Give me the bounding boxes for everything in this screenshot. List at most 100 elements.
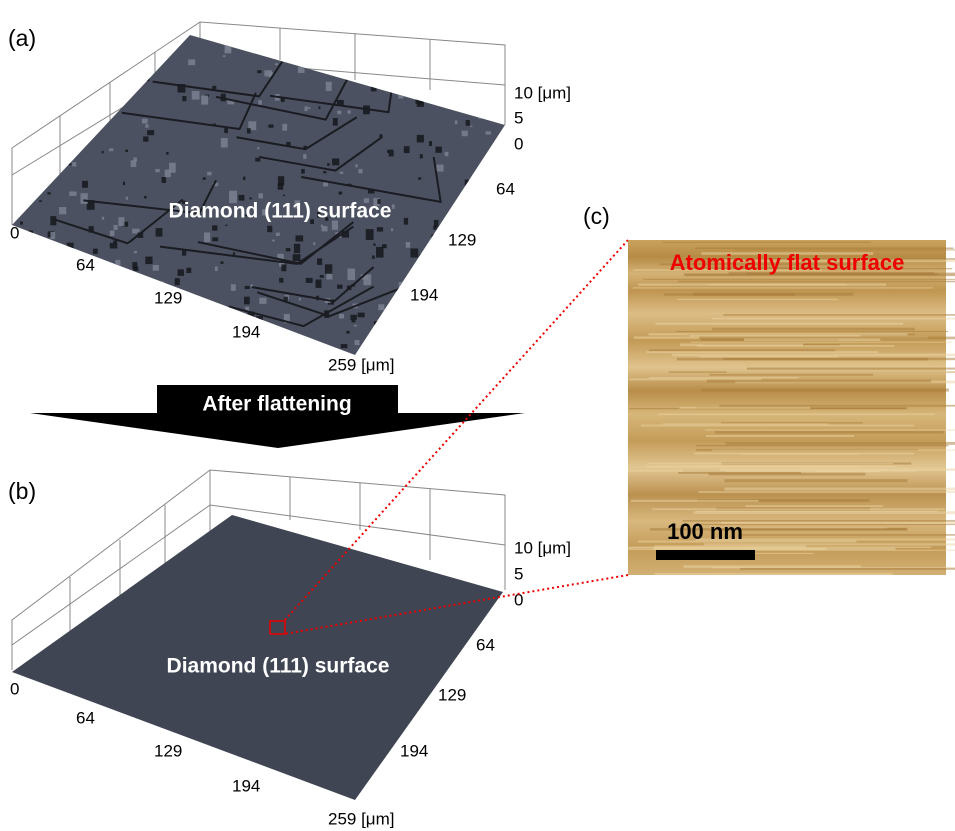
texture-mark xyxy=(373,243,375,245)
texture-mark xyxy=(507,55,512,60)
texture-mark xyxy=(192,91,200,100)
texture-mark xyxy=(431,256,439,266)
texture-mark xyxy=(258,100,262,105)
texture-mark xyxy=(281,264,286,271)
panel-b: (b) Diamond (111) surface 10 [μm] 5 0 0 … xyxy=(8,470,571,828)
texture-mark xyxy=(50,130,54,134)
texture-mark xyxy=(315,280,321,288)
texture-mark xyxy=(378,304,384,310)
texture-mark xyxy=(739,534,955,536)
texture-mark xyxy=(504,231,511,239)
texture-mark xyxy=(445,335,452,342)
texture-mark xyxy=(488,211,494,218)
texture-mark xyxy=(134,158,137,162)
texture-mark xyxy=(320,52,325,57)
y-tick-label: 194 xyxy=(400,741,428,760)
texture-mark xyxy=(203,177,206,180)
texture-mark xyxy=(712,318,955,320)
texture-mark xyxy=(268,124,273,127)
texture-mark xyxy=(50,143,54,149)
texture-mark xyxy=(487,49,495,54)
texture-mark xyxy=(663,242,871,243)
x-tick-label: 194 xyxy=(232,322,260,341)
texture-mark xyxy=(27,66,34,71)
texture-mark xyxy=(346,331,349,334)
texture-mark xyxy=(744,338,880,341)
texture-mark xyxy=(696,445,949,446)
texture-mark xyxy=(212,237,218,241)
texture-mark xyxy=(96,310,100,315)
texture-mark xyxy=(113,240,117,243)
texture-mark xyxy=(712,328,915,331)
texture-mark xyxy=(53,131,60,140)
texture-mark xyxy=(698,491,955,493)
texture-mark xyxy=(719,405,955,407)
texture-mark xyxy=(204,232,210,242)
texture-mark xyxy=(646,351,878,353)
z-tick-label: 10 [μm] xyxy=(514,83,571,102)
texture-mark xyxy=(36,35,42,41)
texture-mark xyxy=(386,75,393,86)
y-tick-label: 129 xyxy=(448,230,476,249)
texture-mark xyxy=(488,290,494,295)
texture-mark xyxy=(266,326,273,335)
texture-mark xyxy=(405,33,411,37)
texture-mark xyxy=(721,422,863,423)
x-tick-label: 64 xyxy=(76,708,95,727)
texture-mark xyxy=(67,243,74,253)
texture-mark xyxy=(417,135,424,143)
texture-mark xyxy=(182,96,186,101)
texture-mark xyxy=(712,450,955,451)
texture-mark xyxy=(646,466,861,468)
texture-mark xyxy=(28,306,35,316)
texture-mark xyxy=(483,173,490,182)
texture-mark xyxy=(255,158,260,162)
texture-mark xyxy=(337,285,342,289)
texture-mark xyxy=(313,57,319,66)
texture-mark xyxy=(721,522,955,524)
texture-mark xyxy=(31,301,35,305)
texture-mark xyxy=(103,272,107,275)
texture-mark xyxy=(455,324,462,331)
texture-mark xyxy=(740,454,861,455)
texture-mark xyxy=(452,39,458,46)
texture-mark xyxy=(16,161,20,165)
texture-mark xyxy=(431,234,438,239)
texture-mark xyxy=(702,389,949,392)
texture-mark xyxy=(49,353,52,357)
texture-mark xyxy=(212,86,216,89)
texture-mark xyxy=(707,380,931,383)
texture-mark xyxy=(321,225,323,228)
texture-mark xyxy=(678,281,955,283)
texture-mark xyxy=(54,58,58,63)
texture-mark xyxy=(413,325,418,330)
texture-mark xyxy=(87,48,90,51)
texture-mark xyxy=(36,176,43,184)
texture-mark xyxy=(225,44,232,54)
x-tick-label: 259 [μm] xyxy=(328,355,395,374)
texture-mark xyxy=(643,279,955,280)
texture-mark xyxy=(103,350,109,359)
texture-mark xyxy=(283,195,285,196)
texture-mark xyxy=(495,40,503,52)
texture-mark xyxy=(676,331,948,332)
texture-mark xyxy=(500,309,506,317)
texture-mark xyxy=(155,54,159,58)
texture-mark xyxy=(198,334,202,340)
texture-mark xyxy=(453,300,461,312)
texture-mark xyxy=(257,147,259,149)
texture-mark xyxy=(419,254,422,257)
texture-mark xyxy=(350,315,357,320)
texture-mark xyxy=(678,472,801,474)
texture-mark xyxy=(325,264,332,273)
texture-mark xyxy=(436,165,443,172)
texture-mark xyxy=(69,163,72,165)
texture-mark xyxy=(391,228,393,231)
texture-mark xyxy=(425,339,427,342)
texture-mark xyxy=(39,200,42,202)
texture-mark xyxy=(275,63,278,65)
texture-mark xyxy=(378,324,384,331)
texture-mark xyxy=(663,423,829,424)
texture-mark xyxy=(374,321,377,324)
texture-mark xyxy=(459,87,465,92)
